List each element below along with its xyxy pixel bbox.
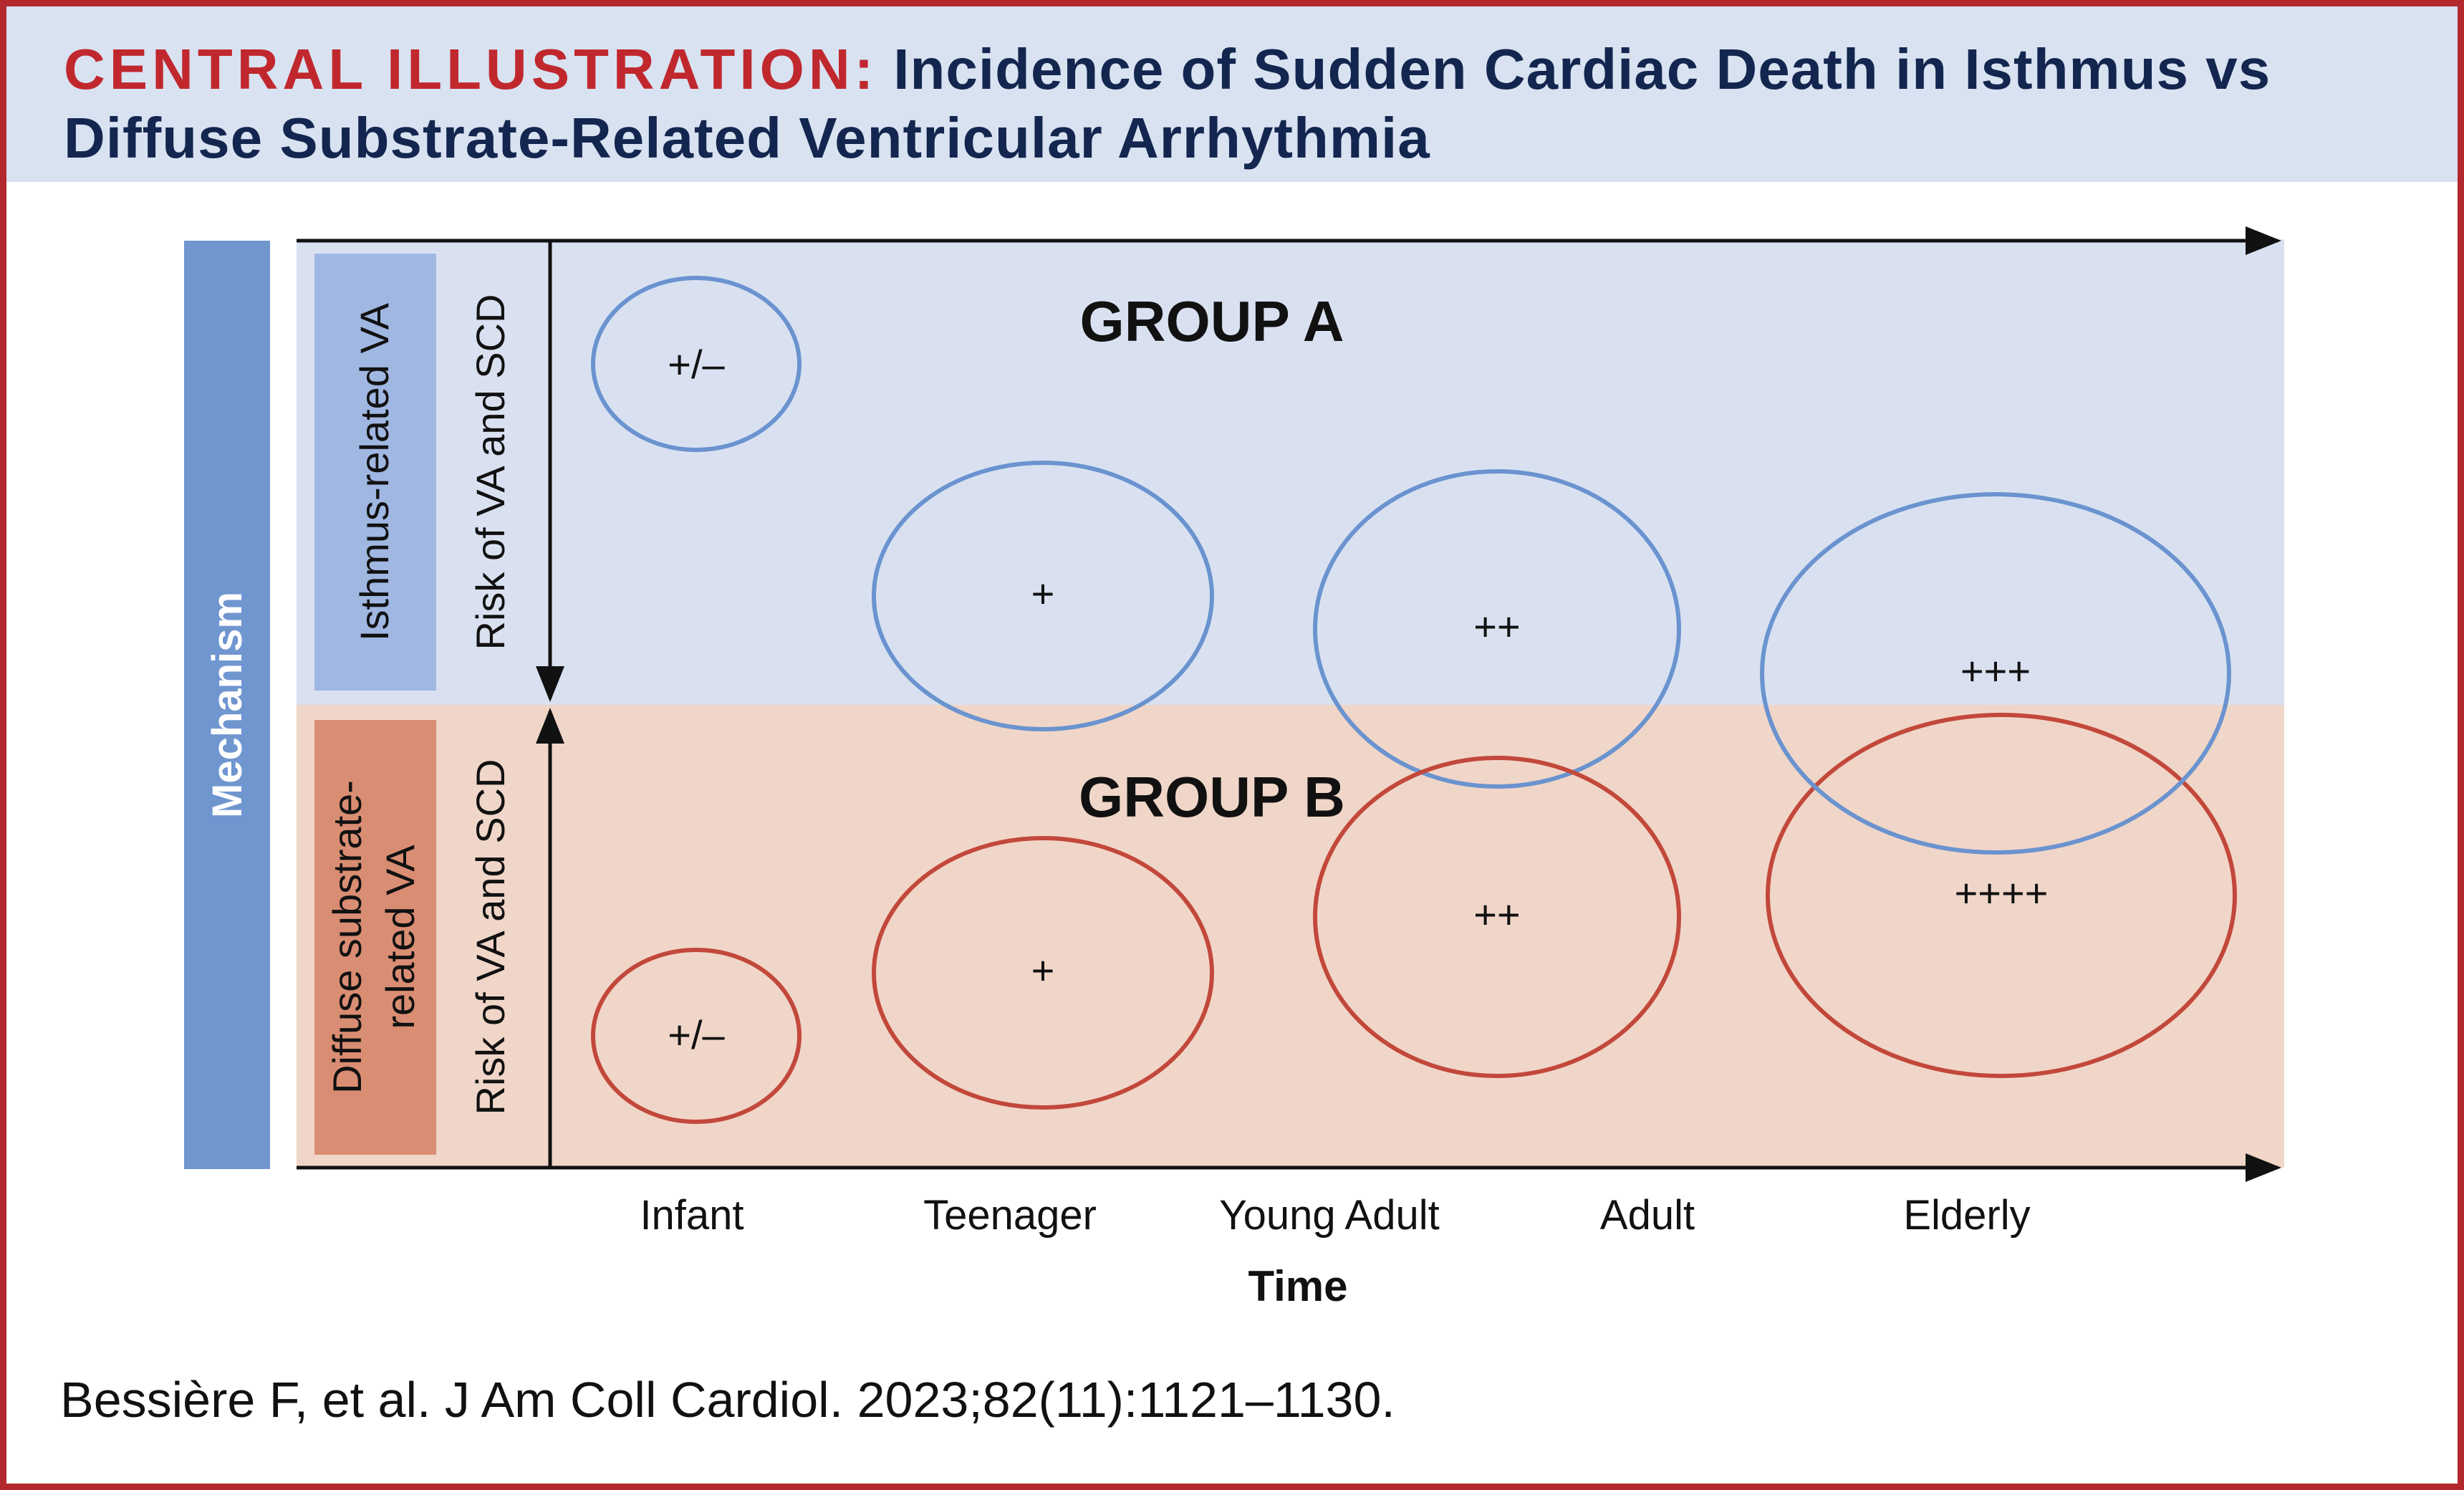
time-label-elderly: Elderly xyxy=(1903,1192,2030,1239)
title-text: Incidence of Sudden Cardiac Death in Ist… xyxy=(64,37,2271,170)
group-b-teenager-risk: + xyxy=(1031,948,1055,993)
risk-label-bottom: Risk of VA and SCD xyxy=(468,759,513,1115)
group-b-band xyxy=(297,705,2284,1168)
isthmus-mechanism-label: Isthmus-related VA xyxy=(352,302,397,641)
x-axis-label: Time xyxy=(1248,1262,1348,1310)
group-b-infant-ellipse xyxy=(591,948,802,1124)
time-label-infant: Infant xyxy=(640,1192,743,1239)
group-a-young-adult-ellipse xyxy=(1313,469,1681,789)
header-banner: CENTRAL ILLUSTRATION: Incidence of Sudden… xyxy=(6,6,2458,182)
group-a-teenager-ellipse xyxy=(872,461,1214,731)
title-kicker: CENTRAL ILLUSTRATION: xyxy=(64,37,878,101)
group-b-young-adult-risk: ++ xyxy=(1473,892,1520,937)
group-b-label: GROUP B xyxy=(1079,765,1345,829)
diffuse-mechanism-box xyxy=(314,720,436,1155)
group-b-young-adult-ellipse xyxy=(1313,756,1681,1078)
citation: Bessière F, et al. J Am Coll Cardiol. 20… xyxy=(60,1372,1395,1428)
group-b-infant-risk: +/– xyxy=(668,1012,725,1057)
top-border xyxy=(0,0,2464,6)
time-label-adult: Adult xyxy=(1600,1192,1695,1239)
group-a-elderly-ellipse xyxy=(1760,492,2231,855)
page-title: CENTRAL ILLUSTRATION: Incidence of Sudden… xyxy=(64,35,2427,173)
group-b-elderly-ellipse xyxy=(1766,713,2237,1078)
group-b-elderly-risk: ++++ xyxy=(1955,870,2049,915)
group-a-label: GROUP A xyxy=(1080,289,1344,353)
group-b-teenager-ellipse xyxy=(872,836,1214,1110)
isthmus-mechanism-box xyxy=(314,254,436,691)
group-a-infant-ellipse xyxy=(591,276,802,452)
group-a-teenager-risk: + xyxy=(1031,571,1055,616)
diffuse-mechanism-label-line2: related VA xyxy=(377,845,423,1029)
group-a-band xyxy=(297,239,2284,705)
time-label-young-adult: Young Adult xyxy=(1219,1192,1440,1239)
time-label-teenager: Teenager xyxy=(923,1192,1097,1239)
group-a-elderly-risk: +++ xyxy=(1960,648,2031,693)
diffuse-mechanism-label-line1: Diffuse substrate- xyxy=(324,780,370,1094)
mechanism-bar xyxy=(184,241,270,1169)
mechanism-label: Mechanism xyxy=(204,592,251,818)
group-a-young-adult-risk: ++ xyxy=(1473,604,1520,649)
risk-label-top: Risk of VA and SCD xyxy=(468,294,513,650)
group-a-infant-risk: +/– xyxy=(668,342,725,387)
